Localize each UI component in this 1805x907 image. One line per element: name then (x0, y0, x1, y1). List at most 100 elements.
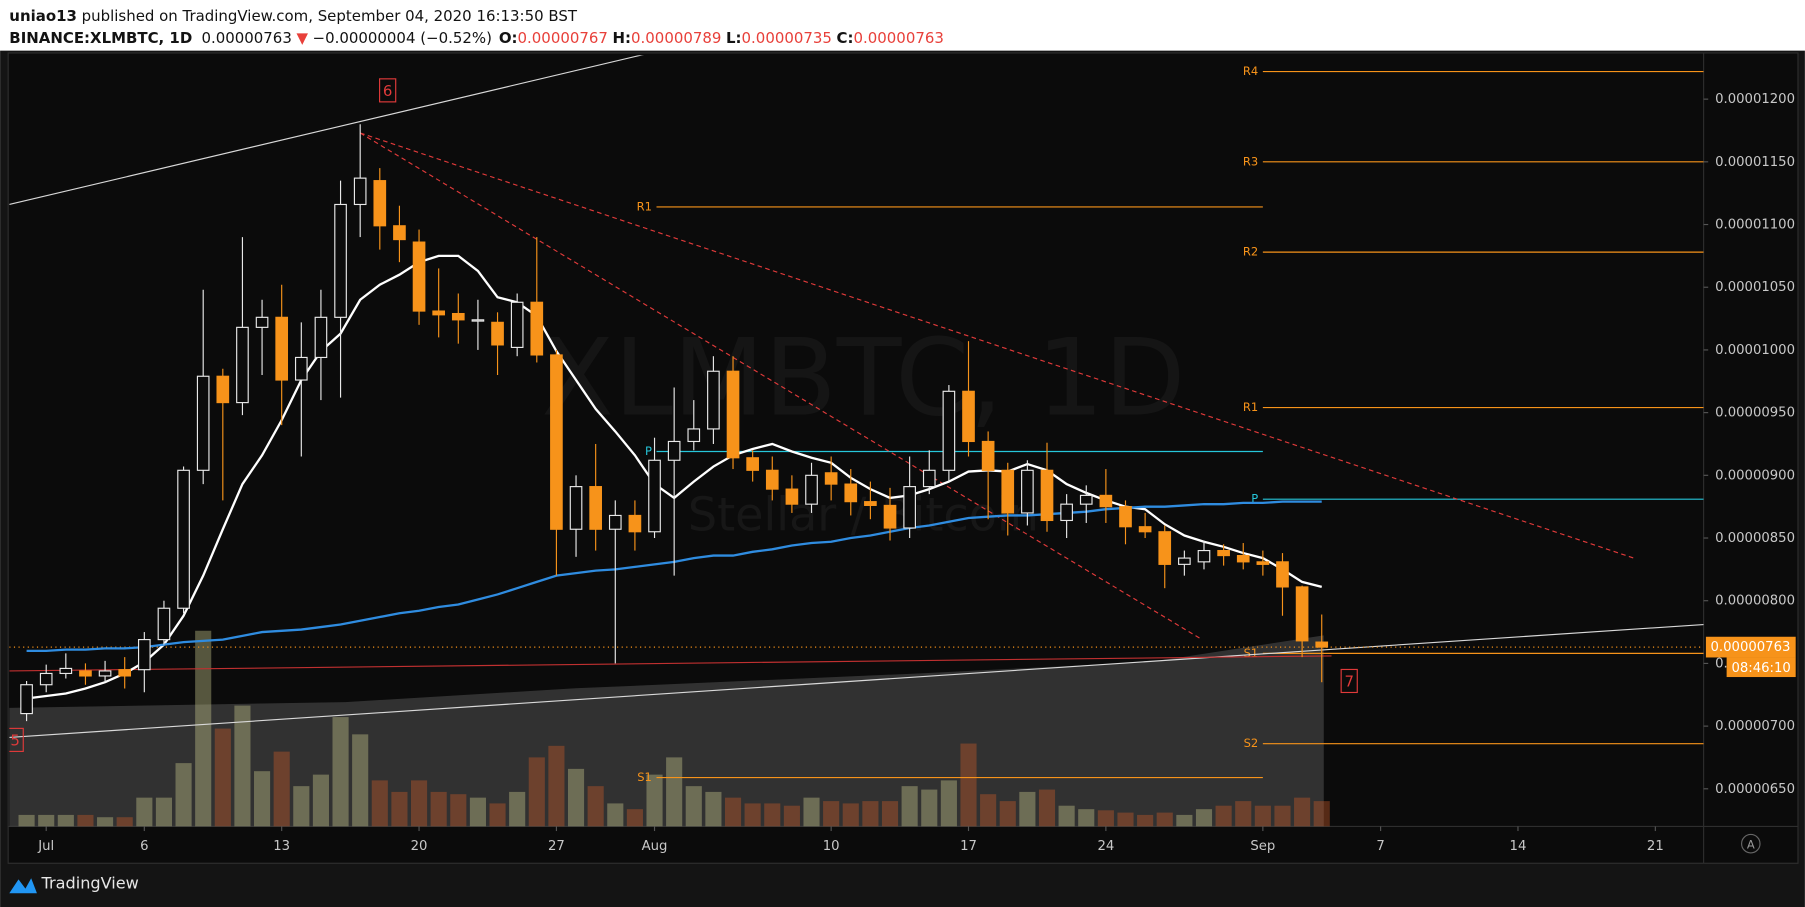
candle-body (1021, 469, 1034, 514)
watermark: XLMBTC, 1D (541, 316, 1185, 439)
annotation-box (379, 78, 397, 103)
volume-bar (332, 717, 349, 827)
volume-bar (273, 751, 290, 827)
volume-bar (1156, 812, 1173, 827)
pivot-label: S2 (1244, 736, 1259, 750)
ohlc-label: L: (726, 28, 742, 46)
pivot-label: R1 (1243, 400, 1258, 414)
candle-body (216, 375, 230, 404)
volume-bar (901, 786, 918, 827)
candle-body (550, 354, 563, 530)
x-tick-label: 14 (1510, 839, 1527, 854)
candle-body (726, 370, 740, 459)
volume-bar (607, 803, 624, 827)
indicator-cloud (9, 635, 1324, 827)
volume-bar (195, 630, 212, 827)
x-tick-label: Aug (642, 839, 668, 854)
y-tick-label: 0.00000800 (1715, 594, 1795, 609)
volume-bar (1078, 809, 1095, 827)
volume-bar (1097, 810, 1114, 827)
candle-body (628, 514, 642, 533)
change-arrow: ▼ (296, 28, 308, 46)
x-tick-label: Jul (37, 839, 54, 854)
candle-body (942, 390, 956, 471)
x-tick-label: 7 (1376, 839, 1384, 854)
candle-body (1001, 469, 1015, 514)
candle-body (1138, 526, 1152, 533)
volume-bar (705, 791, 722, 827)
volume-bar (371, 780, 388, 827)
candle-body (451, 312, 465, 321)
volume-bar (1195, 809, 1213, 827)
y-tick-label: 0.00001200 (1715, 92, 1795, 107)
pivot-label: R2 (1243, 245, 1258, 259)
volume-bar (1274, 805, 1291, 827)
candle-body (412, 241, 426, 312)
x-tick-label: 6 (140, 839, 148, 854)
volume-bar (646, 774, 663, 827)
ohlc-label: O: (499, 28, 518, 46)
volume-bar (312, 774, 329, 827)
volume-bar (97, 817, 114, 827)
y-tick-label: 0.00001150 (1715, 155, 1795, 170)
candle-body (373, 180, 387, 227)
candle-body (667, 440, 681, 461)
candle-body (687, 428, 701, 443)
candle-body (1315, 641, 1329, 648)
volume-bar (410, 780, 428, 827)
y-tick-label: 0.00000900 (1715, 468, 1795, 483)
candle-body (1197, 549, 1211, 563)
volume-bar (1117, 812, 1134, 827)
volume-bar (980, 794, 997, 827)
volume-bar (136, 797, 153, 827)
ohlc-value: 0.00000735 (742, 28, 832, 46)
volume-bar (685, 786, 702, 827)
y-tick-label: 0.00000950 (1715, 406, 1795, 421)
candle-body (137, 639, 151, 671)
candle-body (1276, 561, 1289, 588)
volume-bar (960, 743, 977, 827)
volume-bar (450, 794, 467, 827)
candle-body (1158, 531, 1172, 565)
volume-bar (234, 705, 251, 827)
candle-body (1079, 494, 1093, 505)
button-label[interactable]: A (1747, 837, 1755, 851)
annotation-box (1340, 668, 1358, 694)
candle-body (707, 370, 720, 430)
annotation-label: 7 (1344, 673, 1354, 691)
pivot-label: R3 (1243, 154, 1258, 168)
candle-body (1040, 469, 1054, 522)
candle-body (1236, 554, 1250, 563)
volume-bar (764, 803, 781, 827)
volume-bar (1176, 814, 1193, 827)
volume-bar (18, 814, 35, 827)
candle-body (353, 177, 367, 206)
candle-body (510, 301, 524, 348)
y-tick-label: 0.00000850 (1715, 531, 1795, 546)
volume-bar (567, 768, 585, 827)
candle-body (765, 469, 779, 490)
candle-body (334, 203, 347, 318)
watermark-subtitle: Stellar / Bitcoin (688, 487, 1039, 541)
volume-bar (626, 809, 643, 827)
volume-bar (842, 803, 859, 827)
candle-body (1256, 561, 1270, 565)
auto-scale-button[interactable]: A (1741, 833, 1761, 854)
trend-line (9, 655, 1332, 672)
volume-bar (57, 814, 74, 827)
candle-body (196, 375, 210, 471)
volume-bar (1254, 805, 1271, 827)
volume-bar (744, 803, 761, 827)
volume-bar (214, 728, 231, 827)
candle-body (432, 310, 446, 316)
ohlc-label: H: (613, 28, 632, 46)
button-circle[interactable] (1741, 833, 1761, 854)
plot: R1 P S1 R4 R3 R2 R1 P S1 S2 6 7 5 (9, 55, 1704, 827)
candle-body (157, 607, 171, 641)
volume-bar (1313, 801, 1330, 827)
candle-body (491, 321, 504, 346)
x-tick-label: 20 (411, 839, 428, 854)
annotation-box (9, 727, 24, 752)
